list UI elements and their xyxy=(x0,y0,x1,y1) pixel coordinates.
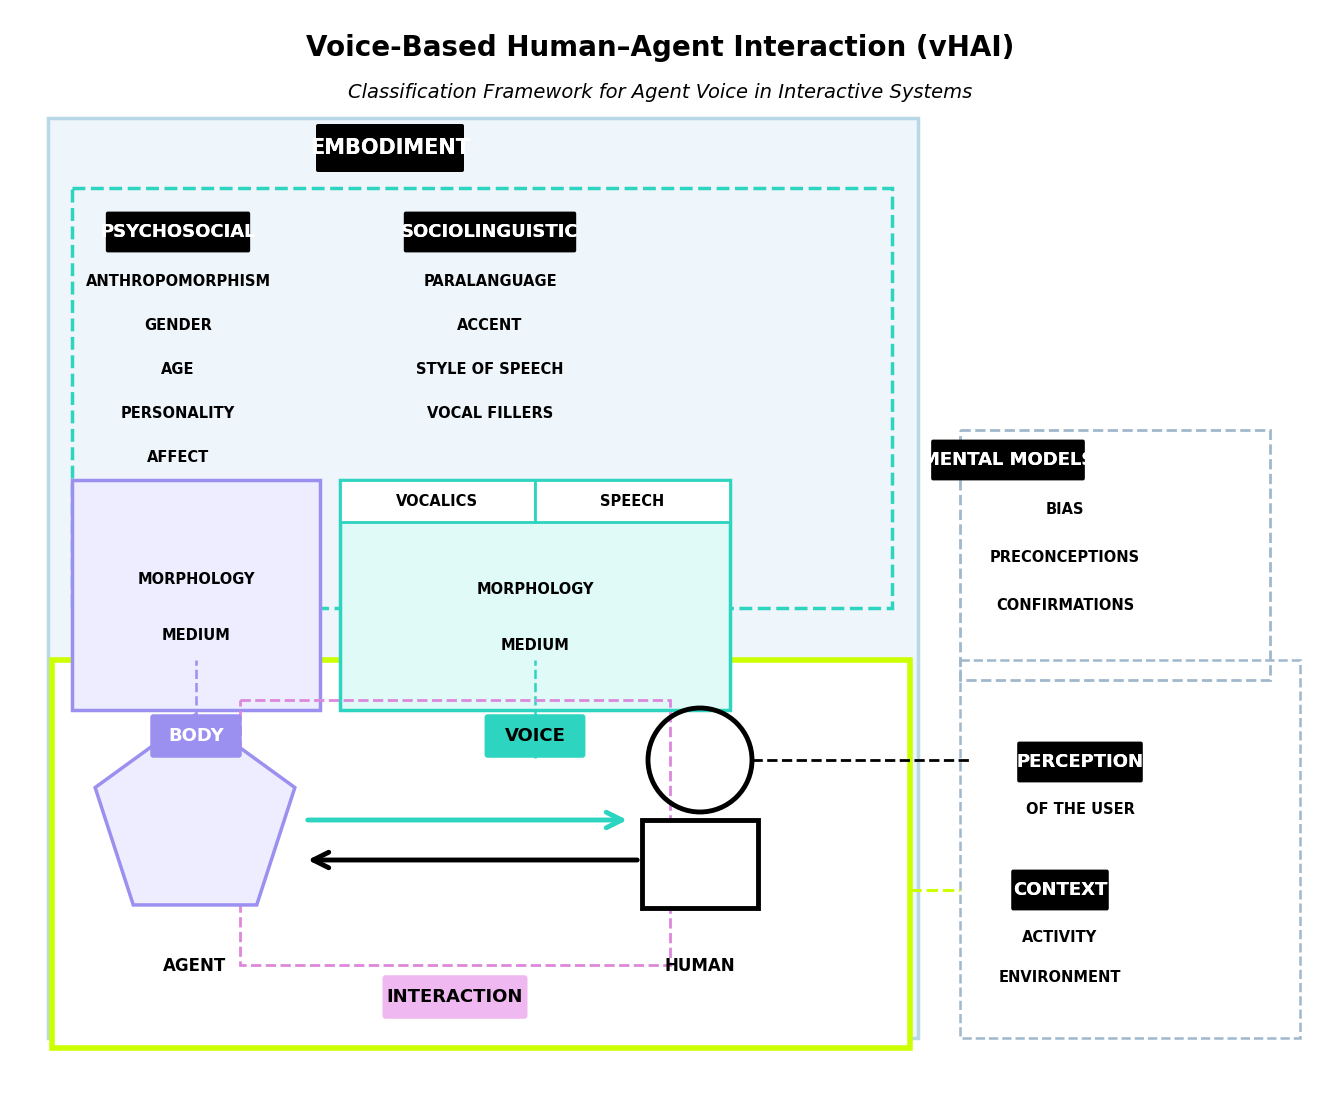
Text: AGE: AGE xyxy=(161,363,195,377)
FancyBboxPatch shape xyxy=(404,212,577,252)
Text: ENVIRONMENT: ENVIRONMENT xyxy=(999,970,1121,985)
Text: AGENT: AGENT xyxy=(164,957,227,975)
Bar xyxy=(48,118,917,1038)
Bar xyxy=(240,700,671,964)
Bar xyxy=(51,660,909,1048)
Text: MORPHOLOGY: MORPHOLOGY xyxy=(477,582,594,597)
Bar xyxy=(642,820,758,907)
Text: PSYCHOSOCIAL: PSYCHOSOCIAL xyxy=(100,222,256,241)
Text: AFFECT: AFFECT xyxy=(147,450,209,466)
Text: OF THE USER: OF THE USER xyxy=(1026,802,1134,818)
Text: SOCIOLINGUISTIC: SOCIOLINGUISTIC xyxy=(401,222,578,241)
Text: Classification Framework for Agent Voice in Interactive Systems: Classification Framework for Agent Voice… xyxy=(348,82,972,102)
FancyBboxPatch shape xyxy=(150,715,242,757)
Text: EMBODIMENT: EMBODIMENT xyxy=(310,138,470,158)
Text: PERCEPTION: PERCEPTION xyxy=(1016,753,1143,770)
Text: MEDIUM: MEDIUM xyxy=(161,628,231,642)
Text: CONFIRMATIONS: CONFIRMATIONS xyxy=(995,598,1134,614)
Text: MEDIUM: MEDIUM xyxy=(500,638,569,652)
Bar xyxy=(960,660,1300,1038)
FancyBboxPatch shape xyxy=(484,715,585,757)
Text: VOCAL FILLERS: VOCAL FILLERS xyxy=(426,407,553,422)
Text: MENTAL MODELS: MENTAL MODELS xyxy=(921,450,1094,469)
Text: BODY: BODY xyxy=(168,727,224,745)
Text: ANTHROPOMORPHISM: ANTHROPOMORPHISM xyxy=(86,274,271,289)
Text: HUMAN: HUMAN xyxy=(665,957,735,975)
Bar xyxy=(960,430,1270,680)
Text: PERSONALITY: PERSONALITY xyxy=(121,407,235,422)
Text: Voice-Based Human–Agent Interaction (vHAI): Voice-Based Human–Agent Interaction (vHA… xyxy=(306,34,1014,62)
FancyBboxPatch shape xyxy=(1018,742,1143,783)
Text: VOCALICS: VOCALICS xyxy=(396,493,478,509)
Text: STYLE OF SPEECH: STYLE OF SPEECH xyxy=(416,363,564,377)
Text: GENDER: GENDER xyxy=(144,319,213,333)
Text: CONTEXT: CONTEXT xyxy=(1012,881,1107,899)
Text: SPEECH: SPEECH xyxy=(599,493,664,509)
Text: SOCIOLINGUISTIC: SOCIOLINGUISTIC xyxy=(401,222,578,241)
Bar xyxy=(535,480,730,522)
Text: MORPHOLOGY: MORPHOLOGY xyxy=(137,572,255,587)
FancyBboxPatch shape xyxy=(931,439,1085,480)
Text: VOICE: VOICE xyxy=(504,727,565,745)
Bar xyxy=(341,480,535,522)
Text: INTERACTION: INTERACTION xyxy=(387,987,523,1006)
Text: ACTIVITY: ACTIVITY xyxy=(1023,931,1098,946)
Text: PRECONCEPTIONS: PRECONCEPTIONS xyxy=(990,550,1140,566)
Bar xyxy=(73,189,892,608)
Text: PSYCHOSOCIAL: PSYCHOSOCIAL xyxy=(100,222,256,241)
FancyBboxPatch shape xyxy=(106,212,251,252)
Text: PERCEPTION: PERCEPTION xyxy=(1016,753,1143,770)
Bar xyxy=(341,480,730,710)
Text: CONTEXT: CONTEXT xyxy=(1012,881,1107,899)
FancyBboxPatch shape xyxy=(315,124,465,172)
Text: BIAS: BIAS xyxy=(1045,502,1084,517)
Text: MENTAL MODELS: MENTAL MODELS xyxy=(921,450,1094,469)
FancyBboxPatch shape xyxy=(1011,869,1109,911)
Polygon shape xyxy=(95,715,294,905)
Bar xyxy=(73,480,319,710)
Text: ACCENT: ACCENT xyxy=(457,319,523,333)
FancyBboxPatch shape xyxy=(383,975,528,1019)
Text: EMBODIMENT: EMBODIMENT xyxy=(310,138,470,158)
Text: PARALANGUAGE: PARALANGUAGE xyxy=(424,274,557,289)
